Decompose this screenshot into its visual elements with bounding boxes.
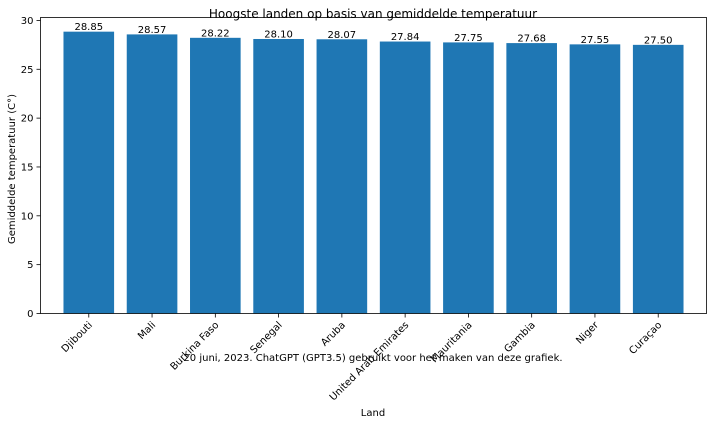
chart-annotation: 20 juni, 2023. ChatGPT (GPT3.5) gebruikt… <box>183 353 562 364</box>
bar <box>569 44 621 314</box>
plot-frame <box>40 17 707 314</box>
bar-value-label: 27.75 <box>454 33 483 44</box>
y-tick-label: 20 <box>21 114 34 125</box>
y-tick-label: 5 <box>27 260 33 271</box>
bar <box>63 31 115 314</box>
bar-value-label: 28.10 <box>264 29 293 40</box>
bar <box>632 44 684 314</box>
bar <box>126 34 178 314</box>
y-tick-label: 30 <box>21 16 34 27</box>
bar-value-label: 28.22 <box>201 28 230 39</box>
bar <box>190 37 241 314</box>
bar <box>379 41 431 314</box>
y-tick-label: 0 <box>27 309 33 320</box>
y-tick-label: 15 <box>21 162 34 173</box>
bar-value-label: 28.07 <box>328 30 357 41</box>
bar <box>506 43 557 314</box>
bar <box>316 39 368 314</box>
bar-value-label: 27.84 <box>391 32 420 43</box>
y-tick-label: 25 <box>21 65 34 76</box>
bar <box>253 38 304 314</box>
bar-value-label: 28.85 <box>74 22 103 33</box>
bar-value-label: 28.57 <box>138 25 167 36</box>
y-axis-label: Gemiddelde temperatuur (C°) <box>7 94 18 244</box>
x-axis-label: Land <box>361 408 385 419</box>
bar <box>443 42 494 314</box>
bar-value-label: 27.68 <box>517 34 546 45</box>
bar-value-label: 27.55 <box>581 35 610 46</box>
chart-title: Hoogste landen op basis van gemiddelde t… <box>209 7 537 21</box>
y-tick-label: 10 <box>21 211 34 222</box>
plot-area: 05101520253028.85Djibouti28.57Mali28.22B… <box>21 16 684 403</box>
bar-value-label: 27.50 <box>644 35 673 46</box>
